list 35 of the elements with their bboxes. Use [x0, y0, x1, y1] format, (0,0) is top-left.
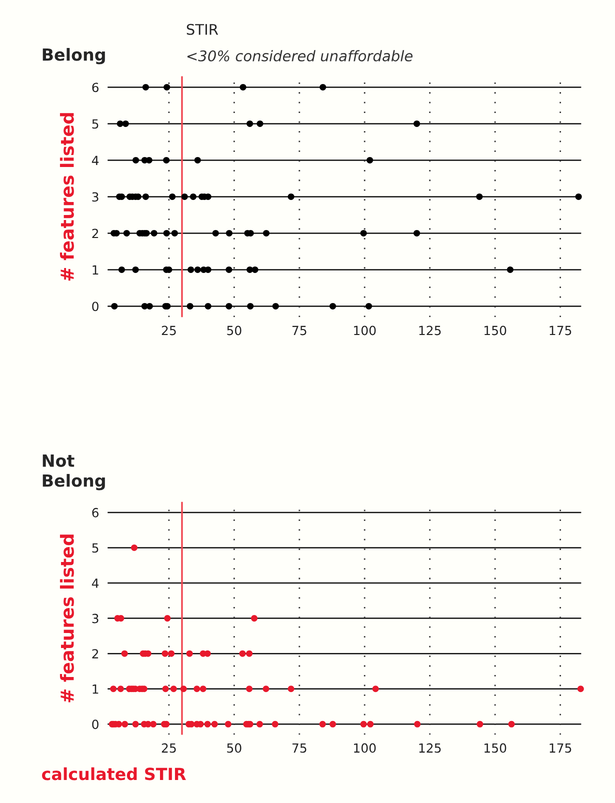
- y-tick-label: 2: [92, 228, 98, 238]
- y-tick-label: 3: [92, 614, 98, 624]
- y-tick-label: 0: [92, 720, 98, 730]
- y-axis-title: # features listed: [60, 534, 74, 702]
- x-tick-label: 25: [162, 326, 176, 336]
- x-tick-label: 175: [550, 326, 572, 336]
- x-axis-title: calculated STIR: [42, 767, 186, 780]
- y-tick-label: 5: [92, 543, 98, 553]
- y-tick-label: 4: [92, 578, 99, 588]
- x-tick-label: 125: [419, 743, 441, 753]
- x-tick-label: 125: [419, 326, 441, 336]
- x-tick-label: 175: [550, 743, 572, 753]
- x-tick-label: 75: [292, 743, 306, 753]
- y-tick-label: 4: [92, 156, 99, 165]
- x-tick-label: 100: [354, 326, 376, 336]
- chart-title: Not Belong: [42, 454, 105, 490]
- x-tick-label: 100: [354, 743, 376, 753]
- x-tick-label: 150: [484, 743, 506, 753]
- y-tick-label: 1: [92, 265, 98, 274]
- ref-line-label: STIR: [186, 24, 218, 35]
- y-tick-label: 6: [92, 508, 99, 518]
- y-tick-label: 3: [92, 192, 98, 202]
- y-tick-label: 2: [92, 649, 98, 658]
- x-tick-label: 75: [292, 326, 306, 336]
- y-tick-label: 0: [92, 302, 98, 312]
- y-tick-label: 6: [92, 82, 99, 92]
- text: <30% considered unaffordable: [187, 50, 413, 62]
- y-axis-title: # features listed: [60, 113, 74, 281]
- x-tick-label: 50: [227, 743, 242, 753]
- chart-title: Belong: [42, 48, 105, 64]
- y-tick-label: 1: [92, 684, 98, 694]
- x-tick-label: 150: [484, 326, 506, 336]
- x-tick-label: 50: [227, 326, 242, 336]
- x-tick-label: 25: [162, 743, 176, 753]
- y-tick-label: 5: [92, 119, 98, 129]
